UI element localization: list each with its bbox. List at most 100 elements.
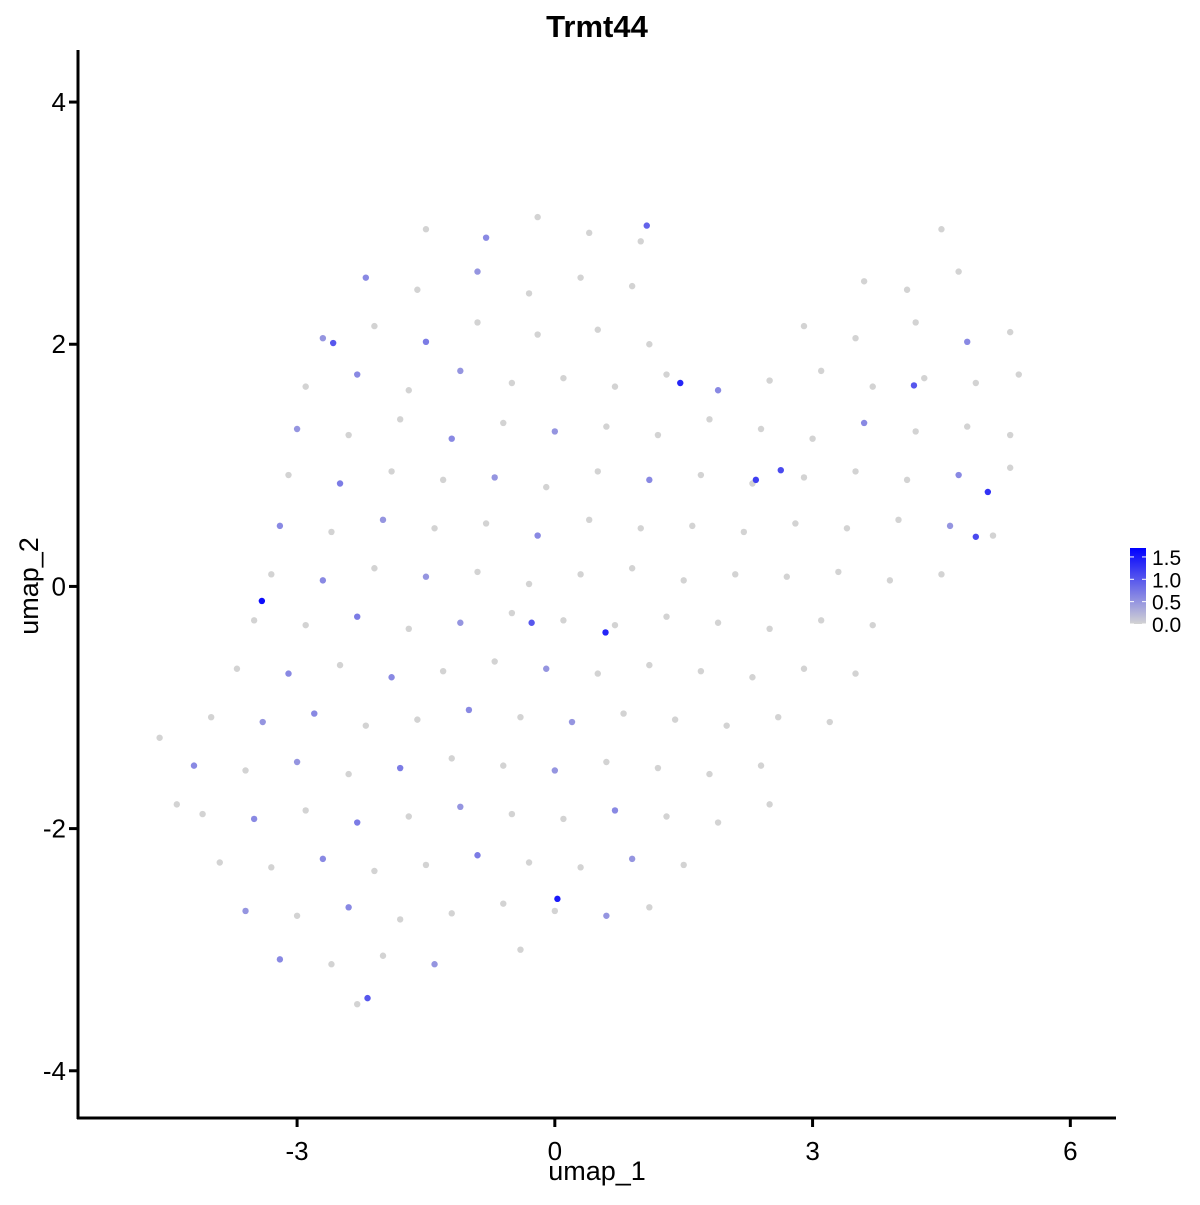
point xyxy=(603,758,610,766)
point xyxy=(259,718,266,726)
point xyxy=(714,619,722,626)
point xyxy=(508,810,516,818)
point xyxy=(276,522,284,530)
point xyxy=(311,710,318,717)
point xyxy=(697,471,705,479)
point xyxy=(448,755,455,762)
point xyxy=(405,625,412,633)
point xyxy=(628,282,636,290)
point xyxy=(345,770,352,778)
point xyxy=(302,621,309,629)
point xyxy=(543,483,550,491)
point xyxy=(190,762,198,769)
point xyxy=(500,762,507,769)
point xyxy=(362,722,370,729)
point xyxy=(938,571,945,578)
point xyxy=(474,319,481,326)
point xyxy=(268,571,275,578)
point xyxy=(732,571,739,578)
point xyxy=(800,665,808,672)
point xyxy=(903,476,911,484)
point xyxy=(646,661,653,669)
point xyxy=(431,525,438,532)
point xyxy=(775,713,782,721)
point xyxy=(835,568,842,576)
point xyxy=(560,815,567,823)
point xyxy=(328,528,335,536)
point xyxy=(439,667,447,675)
point xyxy=(293,758,301,766)
point xyxy=(319,334,327,342)
point xyxy=(345,431,352,439)
y-tick-label: -4 xyxy=(43,1056,66,1086)
point xyxy=(938,226,945,233)
point xyxy=(800,322,808,330)
y-axis-title: umap_2 xyxy=(14,537,44,635)
point xyxy=(560,617,567,624)
point xyxy=(371,322,378,330)
point xyxy=(912,428,919,435)
point xyxy=(714,387,722,394)
point xyxy=(594,670,601,677)
point xyxy=(955,268,962,275)
x-tick-label: 0 xyxy=(548,1136,562,1166)
point xyxy=(663,613,670,620)
point xyxy=(439,476,447,484)
point xyxy=(921,374,928,382)
point xyxy=(362,274,370,281)
point xyxy=(525,580,533,588)
point xyxy=(800,474,808,481)
point xyxy=(757,762,765,769)
point xyxy=(329,339,337,347)
point xyxy=(560,374,567,382)
point xyxy=(677,379,684,387)
point xyxy=(706,416,713,423)
point xyxy=(336,480,344,487)
chart-title: Trmt44 xyxy=(546,9,648,44)
point xyxy=(457,803,464,811)
x-axis-title: umap_1 xyxy=(548,1156,646,1186)
y-tick-label: 0 xyxy=(52,571,66,601)
point xyxy=(371,565,378,572)
point xyxy=(611,807,619,814)
point xyxy=(826,718,833,726)
point xyxy=(457,367,464,375)
point xyxy=(903,286,911,293)
y-tick-label: -2 xyxy=(43,814,66,844)
point xyxy=(500,900,507,907)
point xyxy=(414,286,421,293)
colorbar-label: 0.5 xyxy=(1152,592,1181,615)
point xyxy=(354,613,361,620)
point xyxy=(551,907,559,915)
point xyxy=(379,952,387,959)
point xyxy=(448,435,455,442)
point xyxy=(611,621,619,629)
point xyxy=(364,994,371,1002)
x-tick-label: 3 xyxy=(805,1136,819,1166)
point xyxy=(354,1000,361,1008)
point xyxy=(448,910,455,917)
point xyxy=(173,801,181,808)
point xyxy=(482,520,490,527)
point xyxy=(568,718,576,726)
point xyxy=(671,716,679,723)
point xyxy=(371,867,378,875)
point xyxy=(895,516,902,524)
colorbar-label: 1.5 xyxy=(1152,547,1181,570)
point xyxy=(1006,464,1014,471)
point xyxy=(984,488,992,496)
point xyxy=(431,961,438,968)
point xyxy=(643,222,650,229)
point xyxy=(869,383,876,390)
point xyxy=(620,710,627,717)
point xyxy=(663,371,670,378)
point xyxy=(646,476,653,484)
point xyxy=(388,674,395,681)
point xyxy=(585,516,593,524)
point xyxy=(663,813,670,820)
point xyxy=(594,326,601,333)
point xyxy=(817,367,825,375)
point xyxy=(405,387,412,394)
point xyxy=(637,525,644,532)
